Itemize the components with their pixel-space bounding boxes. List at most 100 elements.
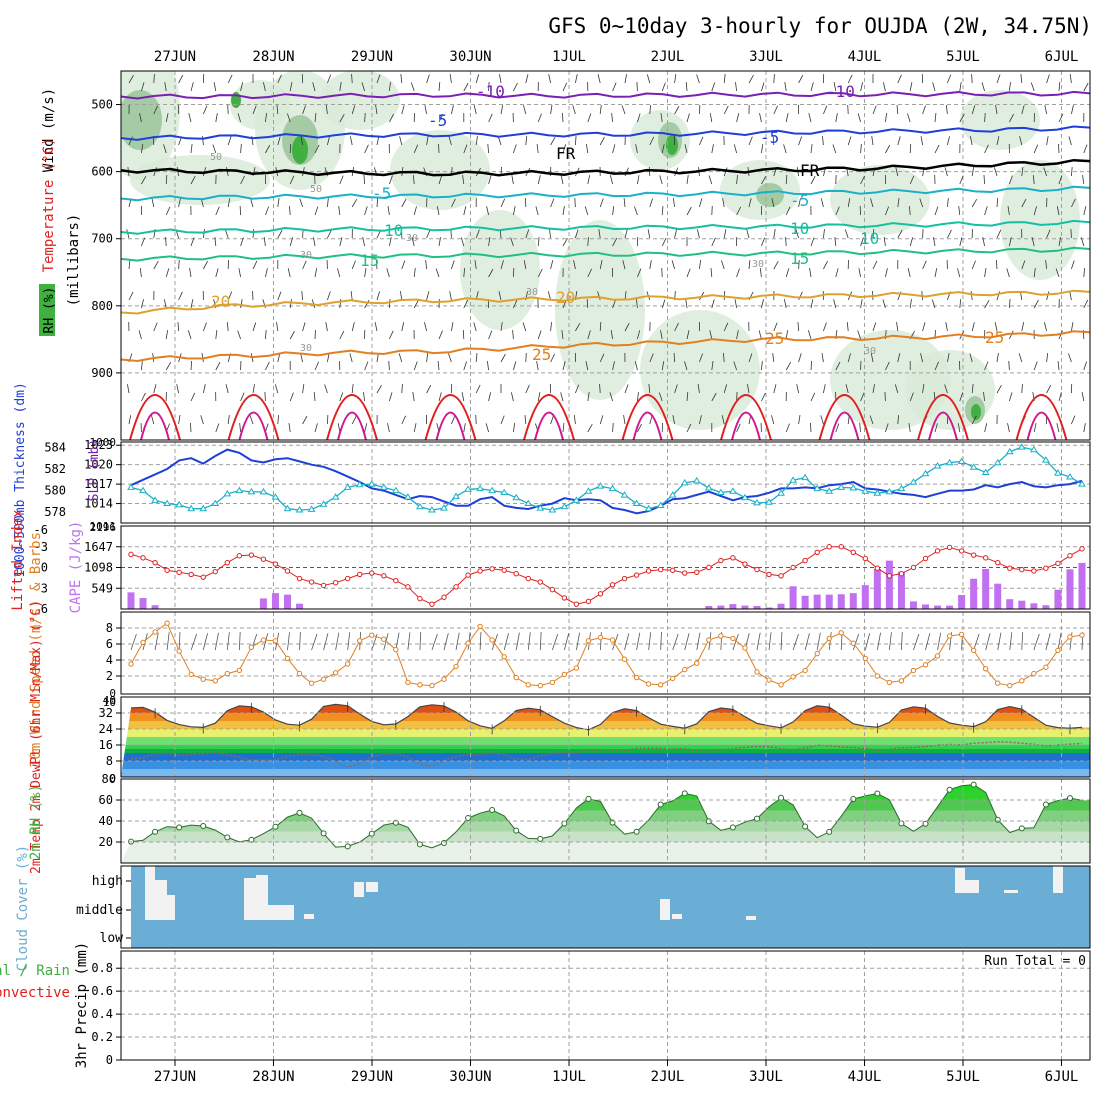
wind-barb <box>513 299 518 309</box>
wind-barb <box>389 330 394 340</box>
slp-marker <box>235 486 244 494</box>
wind-barb <box>227 198 231 208</box>
wind-barb <box>426 384 432 394</box>
wind-barb <box>548 74 551 84</box>
wind-barb <box>215 206 220 216</box>
rh-tick: 40 <box>99 814 113 828</box>
wind-barb <box>141 176 147 185</box>
slp-marker <box>428 506 436 513</box>
slp-marker <box>572 496 581 503</box>
cape-bar <box>283 594 291 609</box>
contour-label: 25 <box>765 329 784 348</box>
wind-barb <box>674 229 678 239</box>
wind-barb <box>401 260 406 270</box>
wind-barb <box>277 353 281 363</box>
wind-barb <box>870 198 874 208</box>
wind-barb <box>138 330 142 340</box>
wind-barb <box>736 330 739 340</box>
cape-bar <box>151 605 159 609</box>
wind-barb <box>723 384 728 394</box>
precip-panel: 0 0.2 0.4 0.6 0.8 Run Total = 0 <box>91 951 1090 1067</box>
rh-tick: 20 <box>99 835 113 849</box>
contour-label: 30 <box>752 259 764 270</box>
isotherm-35 <box>534 411 564 440</box>
wind-barb <box>327 198 329 208</box>
wind-barb <box>190 299 194 309</box>
wind-marker <box>910 667 917 674</box>
wind-barb <box>723 352 725 363</box>
rh-marker <box>489 806 496 813</box>
wind-barb <box>1044 105 1047 115</box>
panel-frame <box>120 441 1091 524</box>
wind-barb <box>289 205 291 216</box>
isotherm-30 <box>227 394 280 440</box>
wind-barb <box>864 633 871 651</box>
wind-barb <box>500 353 506 363</box>
wind-barb <box>486 361 489 371</box>
wind-barb <box>661 237 667 247</box>
wind-barb <box>997 632 1002 651</box>
wind-barb <box>165 113 169 123</box>
wind-barb <box>1030 82 1035 92</box>
wind-barb <box>833 299 837 309</box>
wind-barb <box>996 136 1000 146</box>
wind-barb <box>672 415 675 425</box>
li-marker <box>320 582 327 589</box>
wind-barb <box>835 268 839 278</box>
li-marker <box>212 568 218 575</box>
wind-barb <box>513 144 517 154</box>
wind-barb <box>748 198 752 208</box>
wind-marker <box>754 669 760 675</box>
slp-marker <box>596 482 605 489</box>
wind-barb <box>302 415 308 425</box>
wind-barb <box>785 330 789 340</box>
wind-barb <box>575 323 581 332</box>
slp-marker <box>331 493 340 500</box>
wind-barb <box>362 237 365 247</box>
cape-bar <box>789 586 797 609</box>
wind-barb <box>1009 298 1011 309</box>
contour-label: 20 <box>211 292 230 311</box>
rh-marker <box>537 835 544 842</box>
slp-marker <box>656 501 665 509</box>
rh-shade <box>971 404 981 420</box>
rh-marker <box>802 823 809 830</box>
isotherm-30 <box>523 394 575 440</box>
wind-barb <box>562 238 568 247</box>
rh-shade <box>830 165 930 235</box>
wind-marker <box>670 675 676 682</box>
rh-marker <box>224 834 231 841</box>
wind-barb <box>141 361 143 371</box>
wind-marker <box>393 646 399 653</box>
wind-barb <box>451 260 455 270</box>
wind-marker <box>597 634 604 641</box>
wind-barb <box>151 198 155 208</box>
wind-barb <box>612 144 616 154</box>
rh-tick: 60 <box>99 793 113 807</box>
wind-barb <box>1021 322 1025 332</box>
slp-marker <box>632 499 641 507</box>
wind-barb <box>971 322 975 332</box>
slp-marker <box>1042 456 1050 463</box>
wind-marker <box>982 666 989 672</box>
wind-barb <box>376 136 380 146</box>
wind-barb <box>773 322 778 332</box>
isotherm-line <box>121 125 1090 141</box>
contour-label: 30 <box>406 233 418 244</box>
wind-barb <box>451 198 456 208</box>
li-marker <box>573 601 580 607</box>
wind-barb <box>561 112 564 123</box>
wind-barb <box>1057 361 1060 371</box>
wind-barb <box>599 105 602 115</box>
wind-barb <box>327 353 330 363</box>
wind-barb <box>828 632 832 651</box>
wind-barb <box>833 82 837 92</box>
contour-label: 15 <box>360 251 379 270</box>
wind-barb <box>722 198 725 208</box>
wind-barb <box>808 113 812 123</box>
wind-marker <box>405 679 411 686</box>
wind-barb <box>1032 175 1035 185</box>
li-marker <box>982 555 989 561</box>
wind-barb <box>1033 144 1039 154</box>
wind-barb <box>227 136 232 146</box>
